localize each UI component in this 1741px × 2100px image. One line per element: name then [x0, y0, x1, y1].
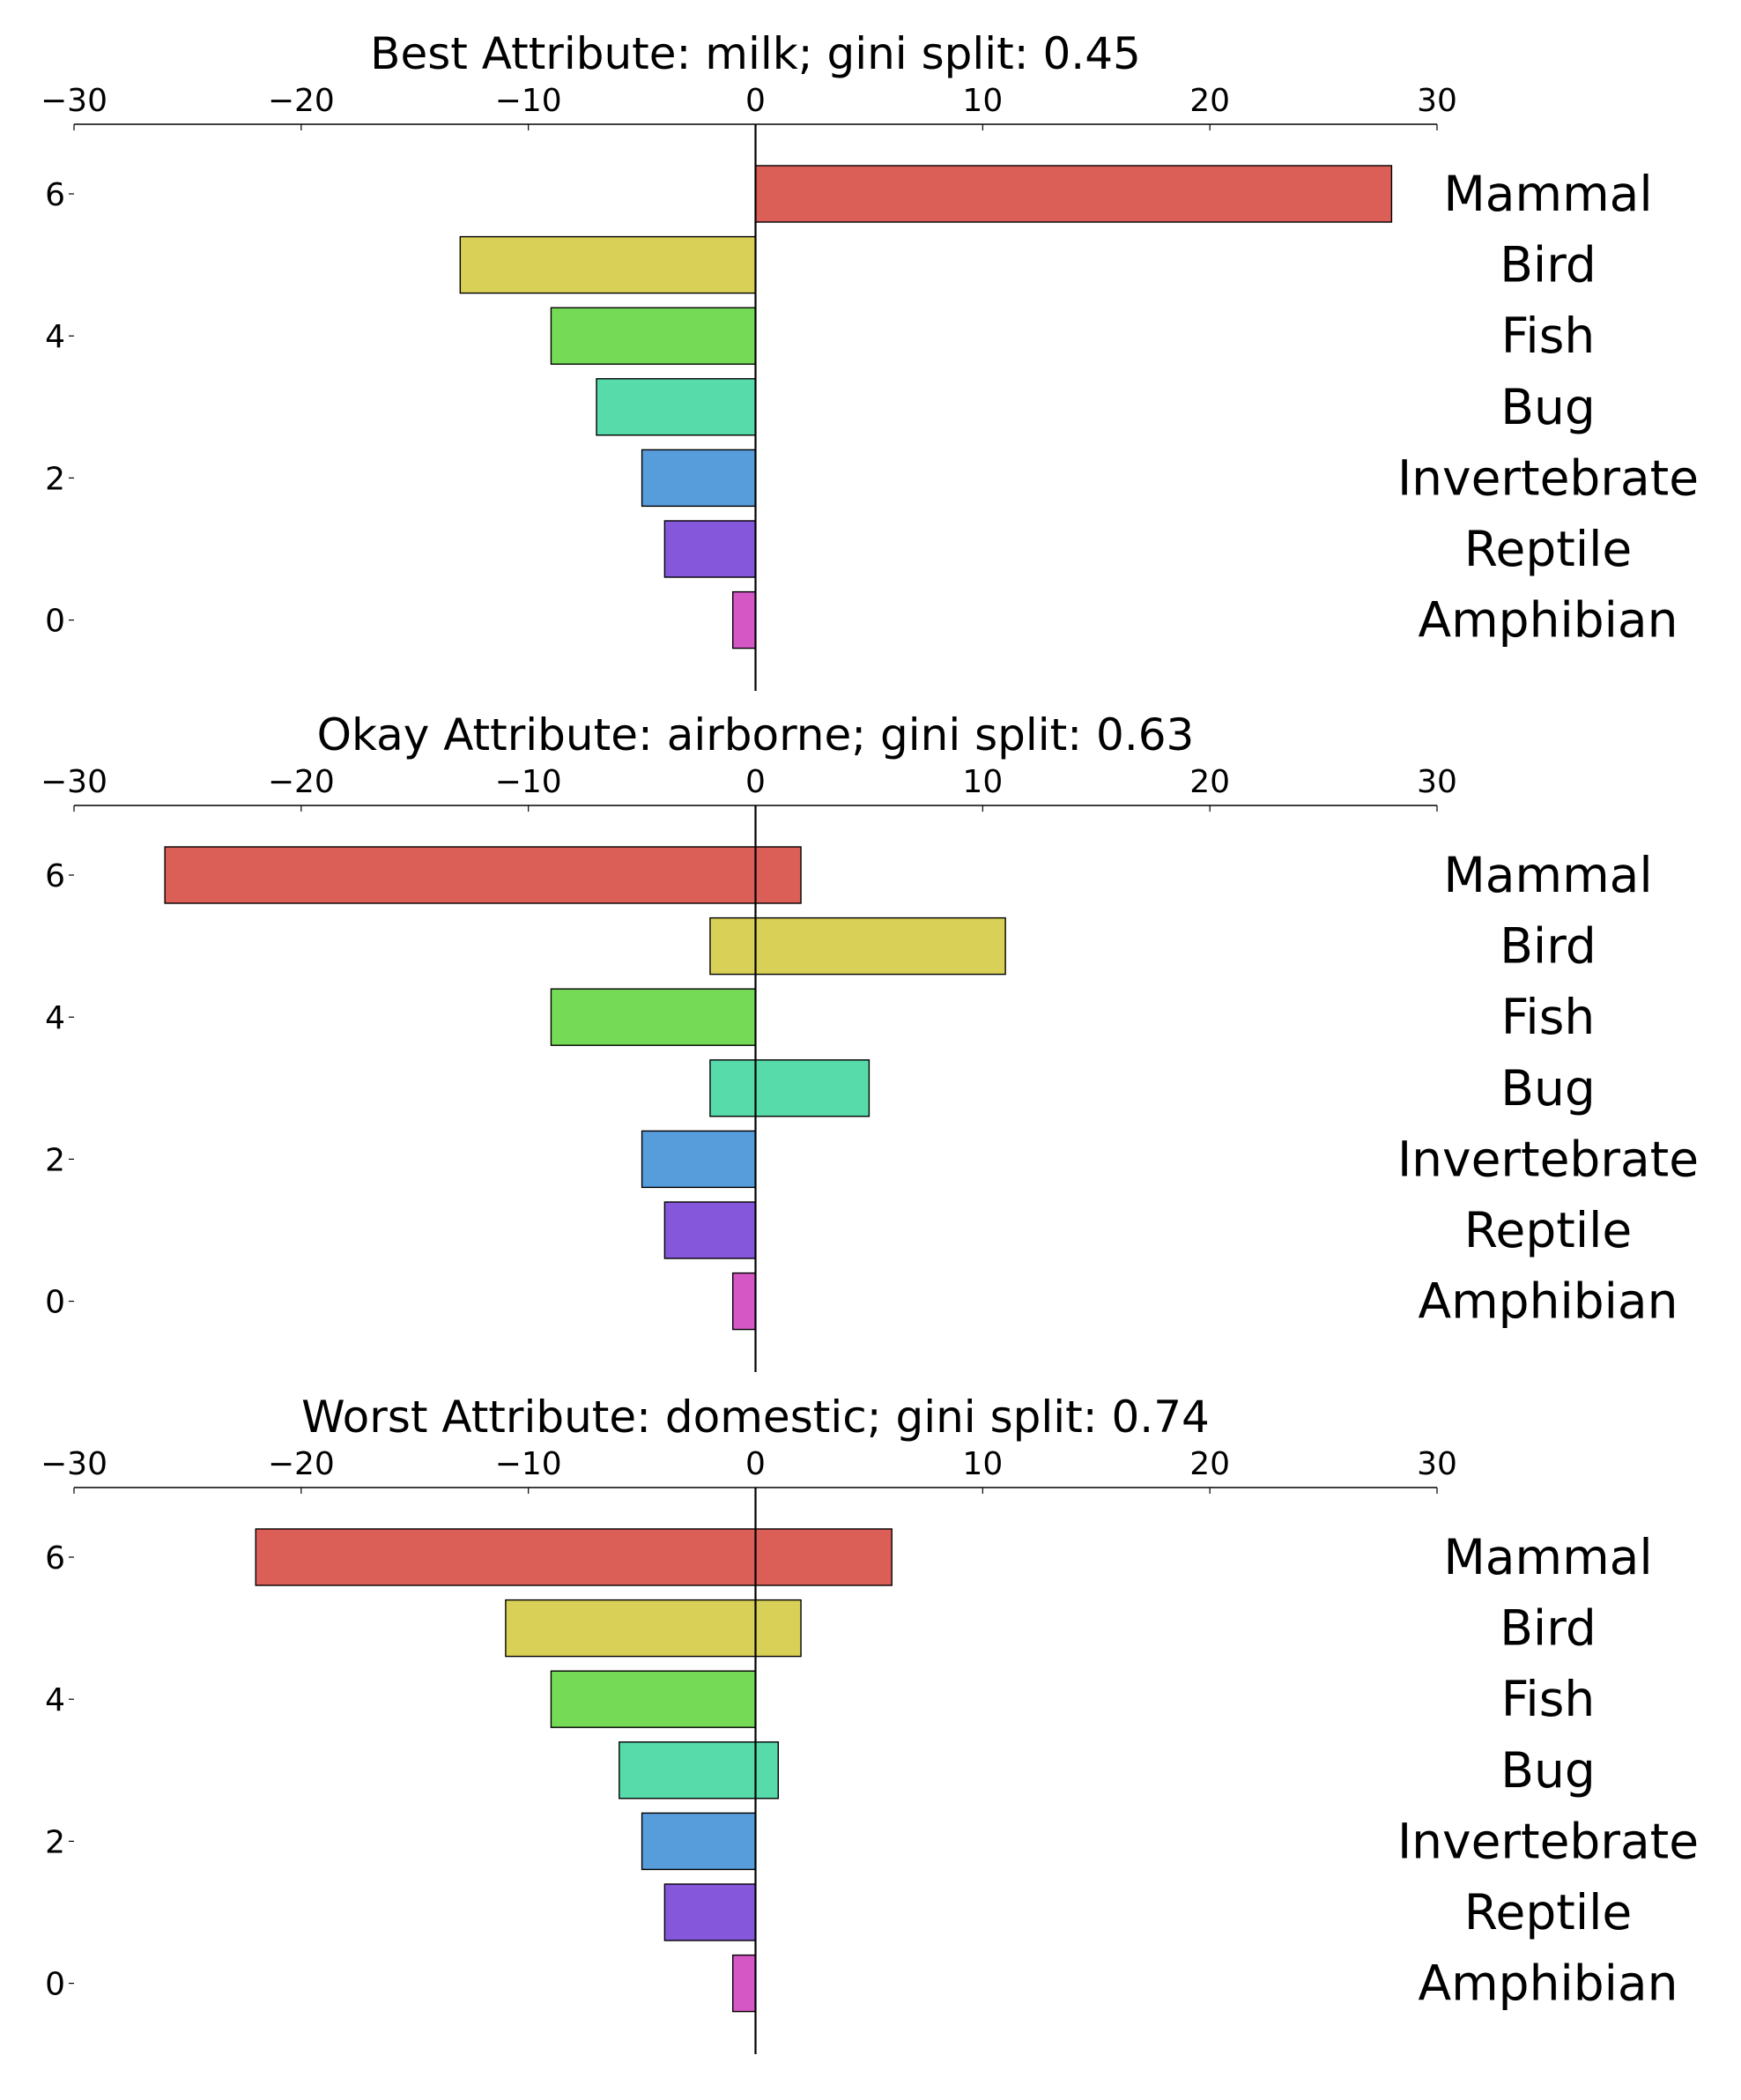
- category-label: Bug: [1500, 379, 1596, 435]
- chart-title: Worst Attribute: domestic; gini split: 0…: [301, 1391, 1210, 1443]
- bar-amphibian-negative: [732, 1954, 757, 2013]
- bar-bird-positive: [754, 916, 1006, 976]
- bar-bug-positive: [754, 1741, 779, 1799]
- x-tick-label: −10: [495, 1446, 562, 1482]
- bar-invertebrate-negative: [641, 1130, 757, 1189]
- y-tick-label: 2: [45, 461, 65, 497]
- x-tick-label: 0: [745, 764, 766, 800]
- category-label: Bird: [1500, 1600, 1597, 1657]
- x-tick-label: 10: [962, 1446, 1003, 1482]
- y-tick-label: 2: [45, 1142, 65, 1178]
- bar-bug-negative: [596, 378, 757, 436]
- bar-reptile-negative: [663, 1883, 757, 1941]
- x-tick-label: 20: [1189, 83, 1230, 119]
- x-tick-label: 10: [962, 764, 1003, 800]
- bar-invertebrate-negative: [641, 1812, 757, 1871]
- chart-panel-1: Best Attribute: milk; gini split: 0.45 −3…: [41, 28, 1699, 691]
- x-tick-label: −20: [268, 764, 335, 800]
- x-tick-label: 10: [962, 83, 1003, 119]
- x-tick-label: −20: [268, 1446, 335, 1482]
- bar-bug-positive: [754, 1059, 870, 1117]
- x-tick-label: 30: [1417, 764, 1457, 800]
- bar-bird-positive: [754, 1599, 802, 1658]
- category-label: Bug: [1500, 1742, 1596, 1799]
- bar-bird-negative: [709, 916, 757, 976]
- category-label: Amphibian: [1418, 592, 1678, 649]
- chart-title: Best Attribute: milk; gini split: 0.45: [370, 28, 1141, 79]
- category-label: Amphibian: [1418, 1273, 1678, 1330]
- bar-bug-negative: [709, 1059, 757, 1117]
- bar-mammal-positive: [754, 1528, 893, 1586]
- y-tick-label: 2: [45, 1824, 65, 1860]
- x-tick-label: 20: [1189, 764, 1230, 800]
- bar-mammal-negative: [164, 846, 757, 904]
- x-tick-label: 30: [1417, 1446, 1457, 1482]
- category-label: Mammal: [1443, 166, 1652, 222]
- bar-mammal-negative: [255, 1528, 757, 1586]
- bar-invertebrate-negative: [641, 449, 757, 508]
- x-tick-label: −10: [495, 83, 562, 119]
- category-label: Mammal: [1443, 847, 1652, 903]
- chart-panels: Best Attribute: milk; gini split: 0.45 −3…: [41, 28, 1699, 2054]
- category-label: Fish: [1501, 1671, 1595, 1727]
- category-label: Reptile: [1464, 1884, 1632, 1940]
- y-tick-label: 0: [45, 1285, 65, 1321]
- bar-fish-negative: [550, 307, 757, 365]
- x-tick-label: −20: [268, 83, 335, 119]
- y-tick-label: 0: [45, 604, 65, 640]
- category-label: Invertebrate: [1397, 449, 1699, 506]
- category-label: Fish: [1501, 308, 1595, 364]
- bar-bug-negative: [619, 1741, 757, 1799]
- category-label: Invertebrate: [1397, 1131, 1699, 1187]
- x-tick-label: 30: [1417, 83, 1457, 119]
- category-label: Reptile: [1464, 1202, 1632, 1258]
- category-label: Bird: [1500, 237, 1597, 293]
- x-tick-label: −30: [41, 83, 107, 119]
- category-label: Bird: [1500, 918, 1597, 975]
- x-tick-label: 20: [1189, 1446, 1230, 1482]
- x-tick-label: −30: [41, 1446, 107, 1482]
- bar-fish-negative: [550, 988, 757, 1046]
- bar-fish-negative: [550, 1670, 757, 1728]
- x-tick-label: 0: [745, 83, 766, 119]
- x-tick-label: −10: [495, 764, 562, 800]
- y-tick-label: 4: [45, 1000, 65, 1036]
- y-tick-label: 6: [45, 1540, 65, 1577]
- chart-panel-2: Okay Attribute: airborne; gini split: 0.…: [41, 709, 1699, 1372]
- bar-reptile-negative: [663, 520, 757, 578]
- x-tick-label: −30: [41, 764, 107, 800]
- y-tick-label: 6: [45, 858, 65, 894]
- category-label: Invertebrate: [1397, 1813, 1699, 1869]
- y-tick-label: 4: [45, 1682, 65, 1718]
- bar-reptile-negative: [663, 1201, 757, 1259]
- chart-title: Okay Attribute: airborne; gini split: 0.…: [317, 709, 1195, 761]
- y-tick-label: 0: [45, 1967, 65, 2003]
- x-tick-label: 0: [745, 1446, 766, 1482]
- bar-amphibian-negative: [732, 590, 757, 649]
- category-label: Fish: [1501, 989, 1595, 1045]
- bar-mammal-positive: [754, 846, 802, 904]
- category-label: Amphibian: [1418, 1955, 1678, 2012]
- y-tick-label: 6: [45, 177, 65, 213]
- category-label: Reptile: [1464, 521, 1632, 577]
- y-tick-label: 4: [45, 319, 65, 355]
- bar-mammal-positive: [754, 165, 1393, 223]
- chart-panel-3: Worst Attribute: domestic; gini split: 0…: [41, 1391, 1699, 2054]
- category-label: Mammal: [1443, 1529, 1652, 1585]
- category-label: Bug: [1500, 1060, 1596, 1117]
- bar-bird-negative: [505, 1599, 757, 1658]
- bar-bird-negative: [459, 235, 757, 294]
- bar-amphibian-negative: [732, 1272, 757, 1331]
